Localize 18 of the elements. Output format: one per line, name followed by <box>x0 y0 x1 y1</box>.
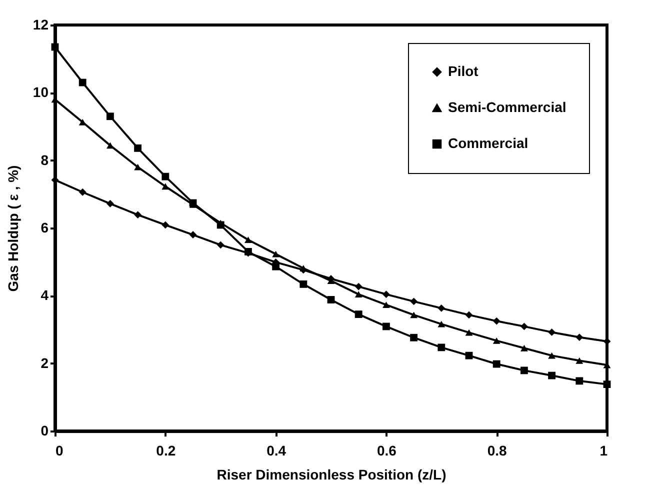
y-tick-label: 4 <box>40 287 49 304</box>
x-tick-label: 0.2 <box>156 442 176 458</box>
y-tick-label: 2 <box>40 354 49 371</box>
legend-label: Semi-Commercial <box>448 99 566 115</box>
x-tick-label: 1 <box>600 442 608 458</box>
x-tick-label: 0.8 <box>487 442 508 458</box>
x-axis-title: Riser Dimensionless Position (z/L) <box>216 466 446 482</box>
x-tick-label: 0 <box>56 442 64 458</box>
y-tick-label: 6 <box>40 220 49 236</box>
y-tick-label: 12 <box>32 16 49 32</box>
x-tick-label: 0.6 <box>376 442 397 458</box>
legend-label: Pilot <box>448 63 479 79</box>
x-tick-label: 0.4 <box>266 442 286 458</box>
y-tick-label: 0 <box>40 422 49 438</box>
legend-label: Commercial <box>448 135 528 151</box>
y-axis-title: Gas Holdup ( ε , %) <box>4 165 21 292</box>
y-tick-label: 8 <box>40 152 49 168</box>
y-tick-label: 10 <box>32 84 49 100</box>
